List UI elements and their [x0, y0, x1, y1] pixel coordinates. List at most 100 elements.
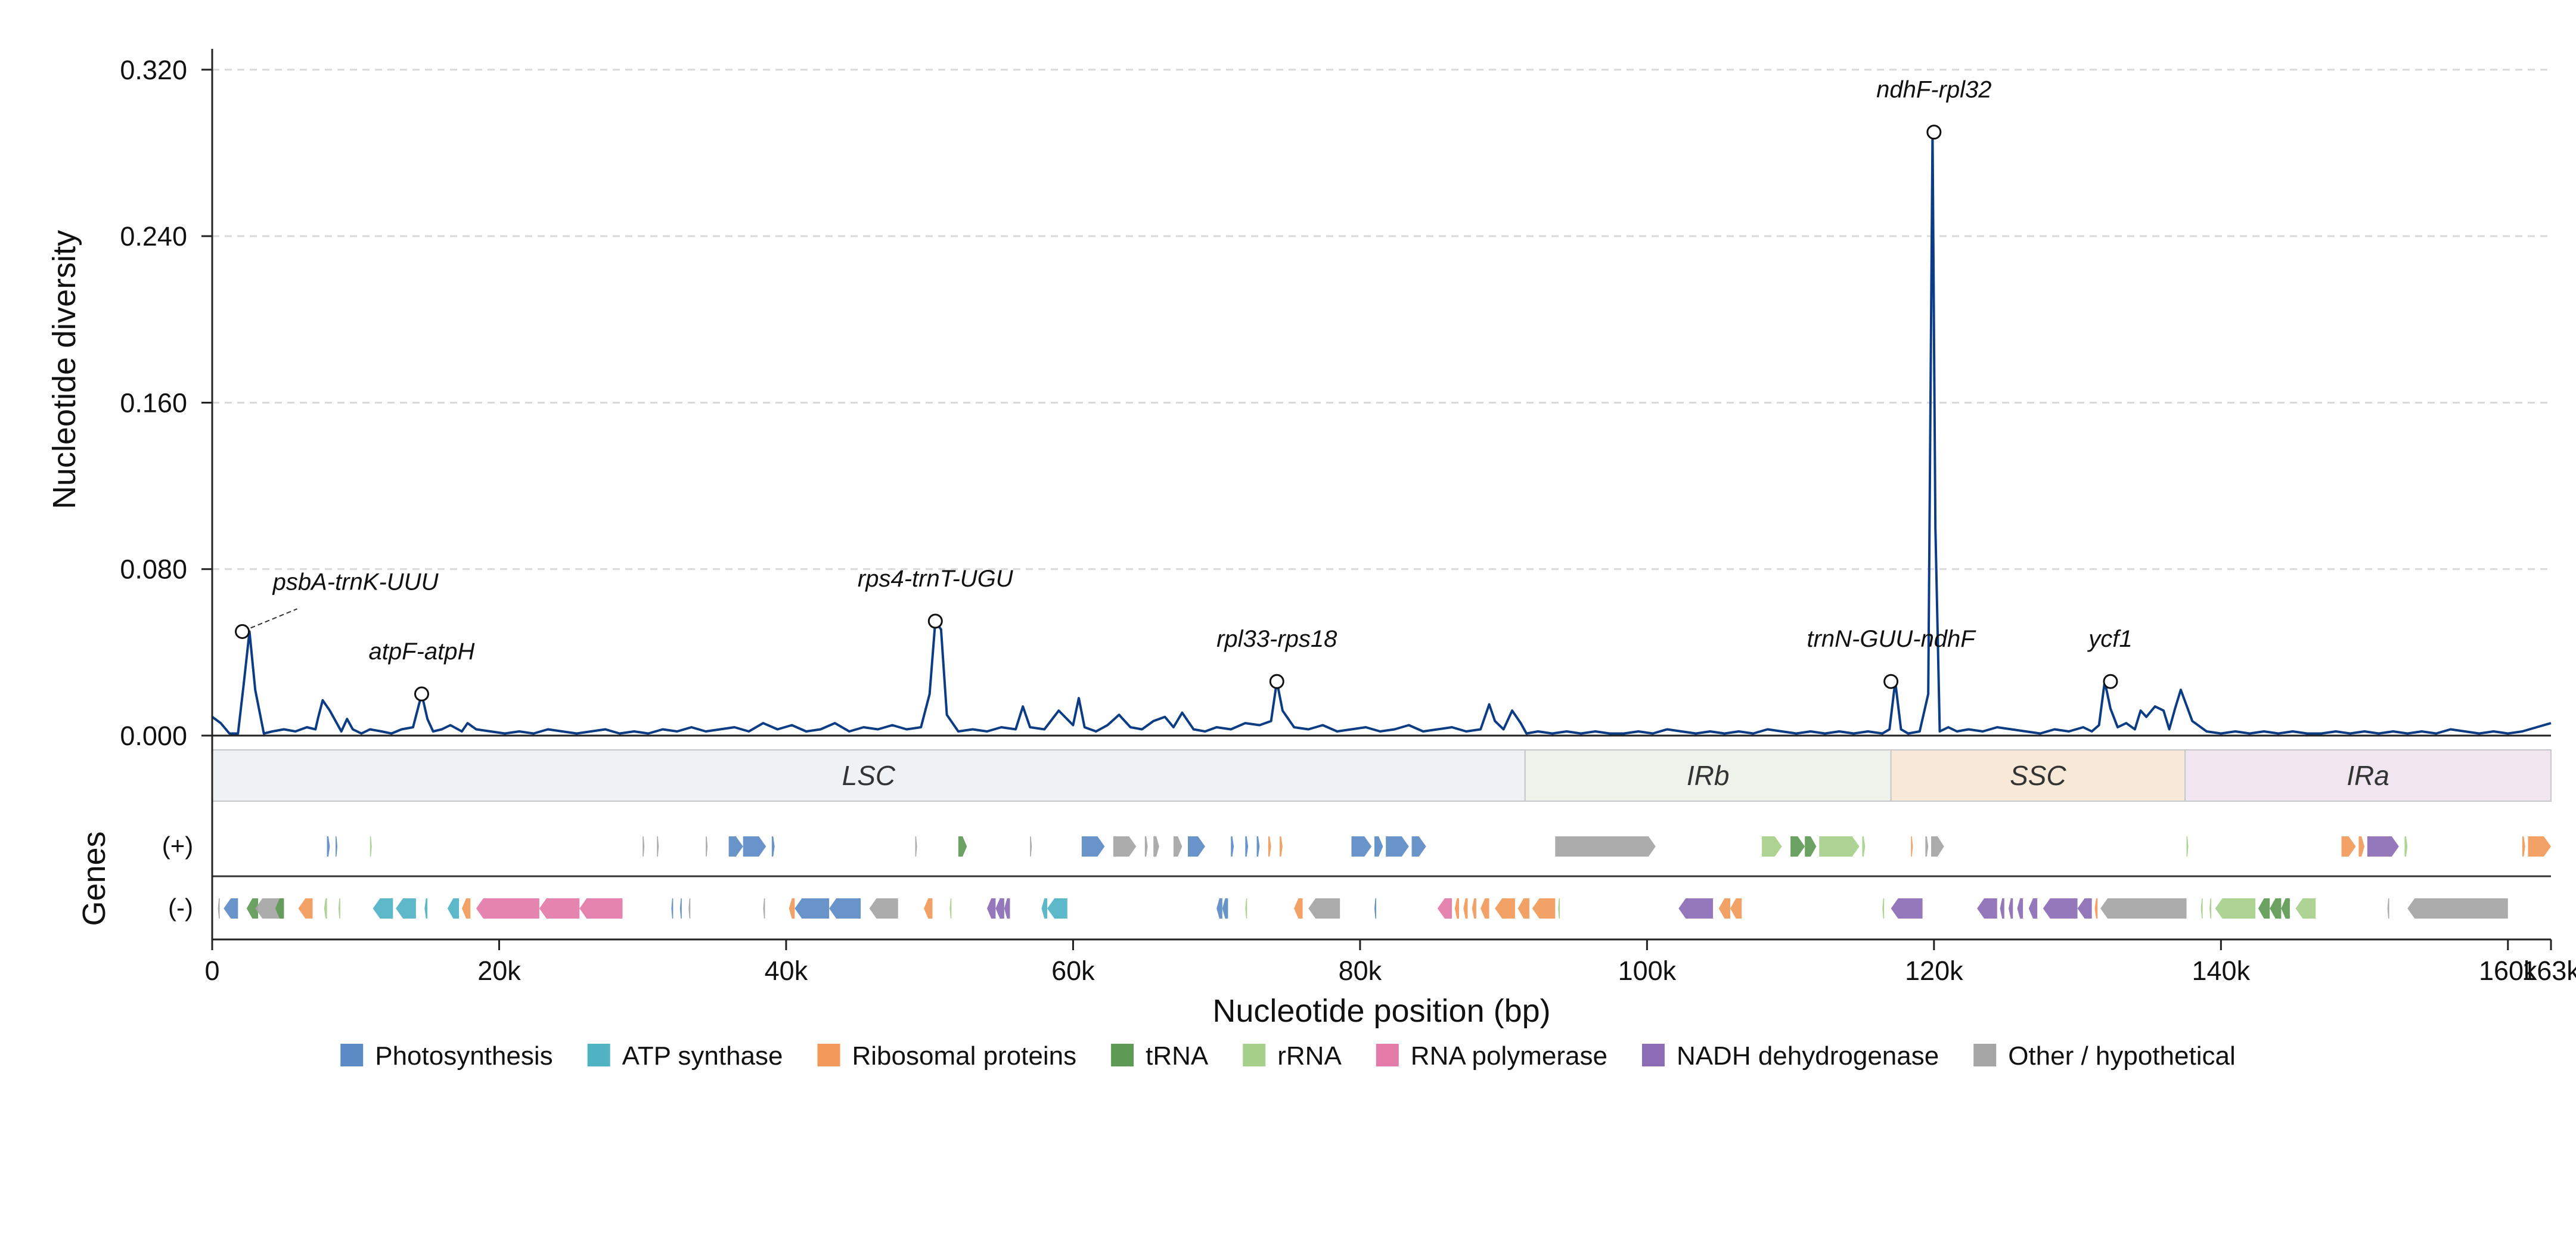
gene-minus — [986, 898, 996, 919]
gene-minus — [1718, 898, 1730, 919]
genome-region-bar: LSC IRb SSC IRa — [212, 749, 2552, 802]
gene-plus — [370, 836, 372, 857]
x-tick-label: 80k — [1339, 956, 1382, 986]
gene-minus — [373, 898, 393, 919]
gene-minus — [688, 898, 691, 919]
gene-minus — [794, 898, 830, 919]
gene-plus — [1411, 836, 1426, 857]
gene-minus — [1463, 898, 1468, 919]
gene-plus — [2404, 836, 2408, 857]
peak-marker — [1926, 125, 1942, 140]
gene-minus — [2017, 898, 2023, 919]
gene-plus — [706, 836, 708, 857]
legend-label: tRNA — [1146, 1041, 1209, 1071]
peak-label: psbA-trnK-UUU — [272, 569, 439, 595]
region-ira — [2184, 749, 2552, 802]
gene-plus — [1268, 836, 1271, 857]
gene-minus — [424, 898, 428, 919]
legend-swatch — [1243, 1044, 1266, 1066]
gene-plus — [1245, 836, 1249, 857]
gene-minus — [869, 898, 898, 919]
gene-plus — [728, 836, 743, 857]
peak-marker — [1269, 674, 1284, 689]
gene-minus — [396, 898, 416, 919]
gene-plus — [915, 836, 917, 857]
gene-plus — [1790, 836, 1805, 857]
gene-minus — [1454, 898, 1459, 919]
minus-strand-label: (-) — [168, 894, 193, 922]
gene-plus — [1256, 836, 1260, 857]
gene-plus — [2367, 836, 2399, 857]
gene-minus — [539, 898, 580, 919]
gridlines — [212, 69, 2551, 570]
legend-label: Photosynthesis — [375, 1041, 553, 1071]
gene-plus — [1173, 836, 1183, 857]
gene-minus — [1495, 898, 1515, 919]
legend-swatch — [1376, 1044, 1399, 1066]
gene-minus — [1481, 898, 1489, 919]
gene-minus — [829, 898, 861, 919]
gene-minus — [2100, 898, 2187, 919]
gene-minus — [2000, 898, 2004, 919]
gene-minus — [298, 898, 313, 919]
gene-plus — [336, 836, 338, 857]
gene-plus — [643, 836, 645, 857]
gene-plus — [1862, 836, 1866, 857]
gene-plus — [1081, 836, 1105, 857]
region-label: LSC — [842, 760, 896, 791]
gene-minus — [324, 898, 327, 919]
gene-minus — [924, 898, 933, 919]
gene-minus — [1437, 898, 1452, 919]
peak-marker — [414, 686, 429, 702]
diversity-line — [211, 131, 2552, 735]
gene-minus — [2407, 898, 2508, 919]
x-tick-label: 100k — [1618, 956, 1677, 986]
gene-minus — [995, 898, 1004, 919]
legend-label: ATP synthase — [622, 1041, 783, 1071]
gene-minus — [789, 898, 795, 919]
gene-plus — [2186, 836, 2189, 857]
x-tick-label: 40k — [765, 956, 808, 986]
diversity-line-series — [211, 131, 2552, 735]
gene-minus — [1374, 898, 1376, 919]
gene-plus — [1030, 836, 1032, 857]
y-tick-label: 0.320 — [120, 55, 187, 85]
gene-minus — [949, 898, 952, 919]
x-tick-label: 160k — [2479, 956, 2537, 986]
gene-plus — [958, 836, 967, 857]
peak-label: atpF-atpH — [369, 638, 475, 665]
region-label: IRb — [1687, 760, 1730, 791]
gene-minus — [1678, 898, 1714, 919]
gene-minus — [218, 898, 220, 919]
gene-plus — [1351, 836, 1372, 857]
legend-swatch — [817, 1044, 840, 1066]
gene-plus — [1911, 836, 1913, 857]
region-label: IRa — [2347, 760, 2389, 791]
gene-minus — [579, 898, 623, 919]
gene-minus — [2009, 898, 2013, 919]
gene-minus — [224, 898, 238, 919]
y-tick-label: 0.160 — [120, 387, 187, 418]
gene-minus — [2209, 898, 2212, 919]
gene-minus — [2258, 898, 2270, 919]
gene-plus — [1761, 836, 1782, 857]
gene-minus — [1222, 898, 1228, 919]
x-tick-label: 60k — [1051, 956, 1095, 986]
y-tick-label: 0.080 — [120, 554, 187, 585]
peak-marker — [235, 624, 250, 639]
peak-label: trnN-GUU-ndhF — [1807, 626, 1976, 652]
gene-minus — [1047, 898, 1067, 919]
gene-minus — [1730, 898, 1742, 919]
legend-swatch — [1973, 1044, 1997, 1066]
gene-plus — [327, 836, 330, 857]
gene-plus — [771, 836, 775, 857]
gene-minus — [2281, 898, 2290, 919]
gene-minus — [1216, 898, 1222, 919]
peak-label: rpl33-rps18 — [1216, 626, 1337, 652]
gene-minus — [1977, 898, 1997, 919]
gene-minus — [671, 898, 674, 919]
gene-plus — [1805, 836, 1817, 857]
region-ssc — [1890, 749, 2186, 802]
gene-plus — [1113, 836, 1137, 857]
gene-minus — [1472, 898, 1476, 919]
